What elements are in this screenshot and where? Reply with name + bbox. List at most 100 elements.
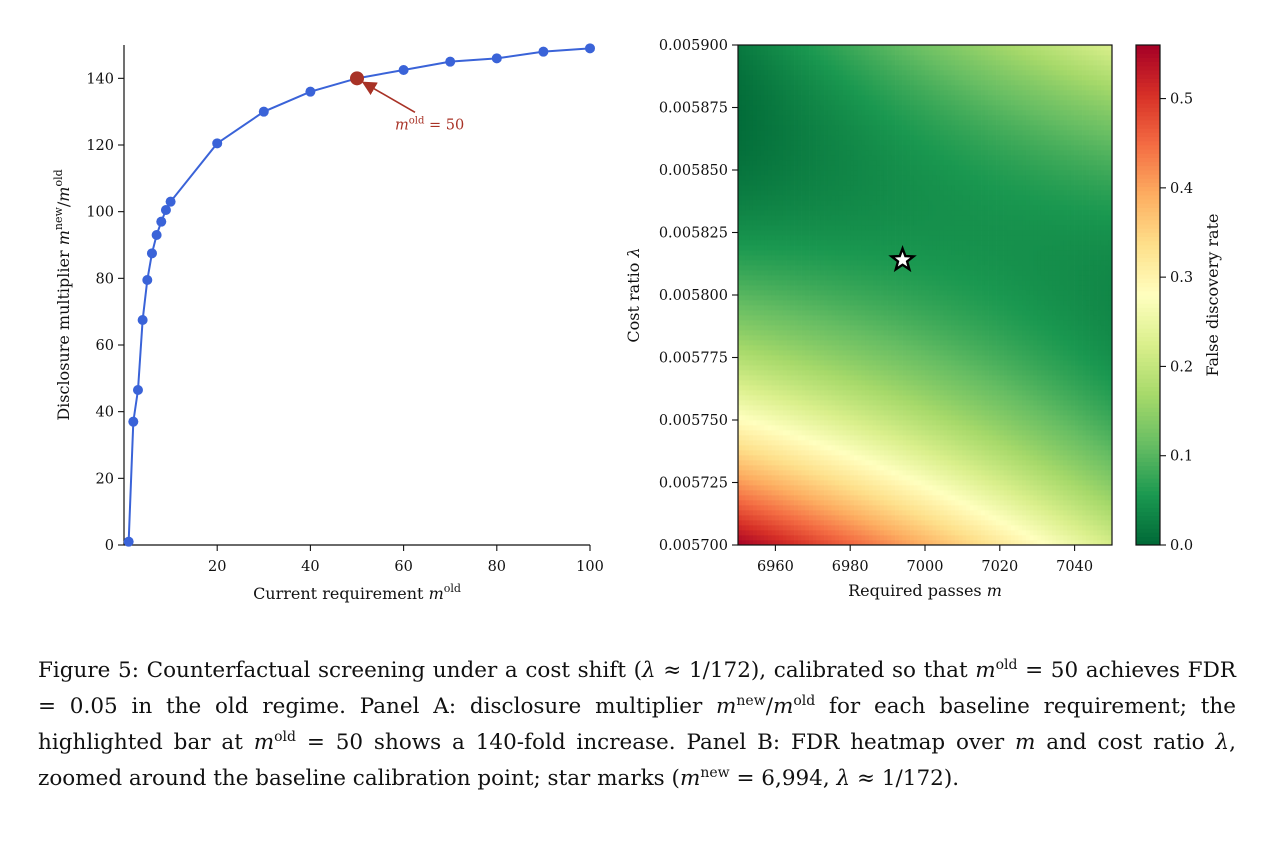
heatmap-cell: [749, 525, 754, 531]
heatmap-cell: [741, 485, 746, 491]
heatmap-cell: [969, 405, 974, 411]
heatmap-cell: [925, 365, 930, 371]
heatmap-cell: [917, 390, 922, 396]
heatmap-cell: [850, 295, 855, 301]
heatmap-cell: [947, 425, 952, 431]
heatmap-cell: [988, 360, 993, 366]
heatmap-cell: [1085, 370, 1090, 376]
heatmap-cell: [928, 465, 933, 471]
heatmap-cell: [1037, 335, 1042, 341]
heatmap-cell: [898, 450, 903, 456]
heatmap-cell: [947, 390, 952, 396]
heatmap-cell: [1014, 325, 1019, 331]
heatmap-cell: [936, 455, 941, 461]
heatmap-cell: [951, 305, 956, 311]
heatmap-cell: [992, 340, 997, 346]
heatmap-cell: [797, 500, 802, 506]
heatmap-cell: [816, 355, 821, 361]
heatmap-cell: [865, 485, 870, 491]
heatmap-cell: [988, 385, 993, 391]
heatmap-cell: [790, 505, 795, 511]
heatmap-cell: [842, 515, 847, 521]
heatmap-cell: [1104, 530, 1109, 536]
heatmap-cell: [936, 445, 941, 451]
heatmap-cell: [984, 430, 989, 436]
heatmap-cell: [797, 425, 802, 431]
heatmap-cell: [853, 430, 859, 436]
heatmap-cell: [1007, 315, 1012, 321]
heatmap-cell: [984, 395, 989, 401]
heatmap-cell: [738, 380, 743, 386]
heatmap-cell: [947, 410, 952, 416]
heatmap-cell: [794, 445, 799, 451]
heatmap-cell: [861, 435, 866, 441]
heatmap-cell: [838, 430, 844, 436]
heatmap-cell: [1040, 430, 1046, 436]
heatmap-cell: [868, 535, 873, 541]
heatmap-cell: [977, 420, 982, 426]
heatmap-cell: [805, 475, 810, 481]
heatmap-cell: [1063, 490, 1068, 496]
heatmap-cell: [782, 485, 787, 491]
heatmap-cell: [895, 335, 900, 341]
heatmap-cell: [1022, 335, 1027, 341]
heatmap-cell: [981, 470, 986, 476]
heatmap-cell: [921, 520, 926, 526]
heatmap-cell: [1044, 535, 1049, 541]
heatmap-cell: [1100, 460, 1105, 466]
heatmap-cell: [749, 355, 754, 361]
heatmap-cell: [891, 435, 896, 441]
heatmap-cell: [939, 510, 945, 516]
heatmap-cell: [846, 465, 851, 471]
heatmap-cell: [1007, 520, 1012, 526]
heatmap-cell: [827, 385, 832, 391]
heatmap-cell: [801, 440, 806, 446]
heatmap-cell: [812, 345, 817, 351]
heatmap-cell: [1033, 450, 1038, 456]
heatmap-cell: [1007, 425, 1012, 431]
heatmap-cell: [973, 350, 978, 356]
heatmap-cell: [958, 475, 963, 481]
heatmap-cell: [1074, 495, 1079, 501]
heatmap-cell: [928, 390, 933, 396]
heatmap-cell: [1100, 315, 1105, 321]
heatmap-cell: [880, 345, 885, 351]
heatmap-cell: [902, 370, 907, 376]
heatmap-cell: [1052, 410, 1057, 416]
heatmap-cell: [1059, 310, 1064, 316]
heatmap-cell: [999, 445, 1004, 451]
heatmap-cell: [1014, 425, 1019, 431]
heatmap-cell: [883, 435, 888, 441]
heatmap-cell: [891, 505, 896, 511]
heatmap-cell: [842, 490, 847, 496]
heatmap-cell: [883, 405, 888, 411]
heatmap-cell: [958, 405, 963, 411]
heatmap-cell: [850, 335, 855, 341]
heatmap-cell: [745, 480, 750, 486]
heatmap-cell: [1037, 440, 1042, 446]
heatmap-cell: [827, 390, 832, 396]
heatmap-cell: [805, 540, 810, 546]
heatmap-cell: [812, 505, 817, 511]
heatmap-cell: [1100, 360, 1105, 366]
heatmap-cell: [913, 540, 918, 546]
heatmap-cell: [939, 435, 945, 441]
heatmap-cell: [738, 490, 743, 496]
heatmap-cell: [1040, 535, 1046, 541]
heatmap-cell: [741, 310, 746, 316]
heatmap-cell: [816, 330, 821, 336]
heatmap-cell: [756, 500, 761, 506]
heatmap-cell: [775, 480, 780, 486]
heatmap-cell: [883, 460, 888, 466]
heatmap-cell: [895, 465, 900, 471]
heatmap-cell: [786, 305, 791, 311]
heatmap-cell: [973, 540, 978, 546]
heatmap-cell: [831, 505, 836, 511]
heatmap-cell: [775, 295, 780, 301]
heatmap-cell: [906, 335, 911, 341]
heatmap-cell: [1078, 500, 1083, 506]
heatmap-cell: [1067, 445, 1072, 451]
heatmap-cell: [1082, 535, 1087, 541]
heatmap-cell: [816, 490, 821, 496]
heatmap-cell: [779, 375, 784, 381]
